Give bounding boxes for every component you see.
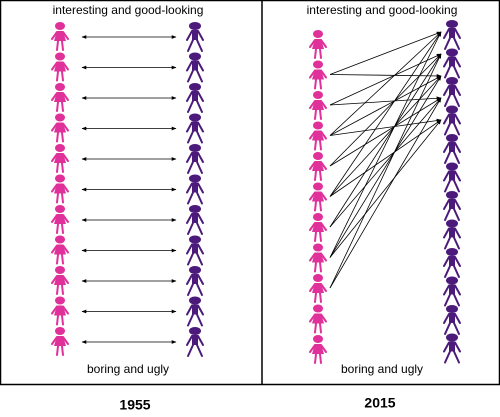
man-figure bbox=[186, 82, 204, 113]
man-figure bbox=[186, 295, 204, 327]
man-figure bbox=[186, 143, 204, 174]
woman-figure bbox=[51, 234, 69, 265]
arrow bbox=[329, 53, 442, 228]
arrow bbox=[329, 53, 442, 289]
arrow bbox=[329, 119, 442, 258]
year-label: 2015 bbox=[364, 395, 395, 411]
arrow bbox=[329, 97, 442, 167]
man-figure bbox=[443, 19, 461, 50]
man-figure bbox=[443, 332, 461, 364]
man-figure bbox=[186, 326, 204, 357]
woman-figure bbox=[309, 29, 327, 59]
woman-figure bbox=[309, 334, 327, 364]
woman-figure bbox=[309, 151, 327, 181]
man-figure bbox=[443, 47, 461, 79]
arrow bbox=[329, 31, 442, 75]
arrow bbox=[329, 53, 442, 167]
woman-figure bbox=[51, 143, 69, 173]
arrow bbox=[329, 31, 442, 197]
man-figure bbox=[186, 51, 204, 83]
woman-figure bbox=[309, 242, 327, 273]
man-figure bbox=[443, 133, 461, 164]
man-figure bbox=[443, 104, 461, 136]
top-label: interesting and good-looking bbox=[53, 3, 204, 17]
man-figure bbox=[443, 275, 461, 307]
woman-figure bbox=[51, 173, 69, 204]
woman-figure bbox=[309, 59, 327, 90]
arrow bbox=[329, 97, 442, 228]
arrow bbox=[329, 53, 442, 106]
woman-figure bbox=[51, 265, 69, 295]
arrow bbox=[329, 75, 442, 197]
arrow bbox=[329, 75, 442, 136]
man-figure bbox=[186, 112, 204, 144]
woman-figure bbox=[309, 120, 327, 151]
man-figure bbox=[443, 161, 461, 193]
man-figure bbox=[443, 190, 461, 221]
woman-figure bbox=[309, 90, 327, 120]
woman-figure bbox=[51, 82, 69, 112]
arrow bbox=[329, 31, 442, 136]
woman-figure bbox=[51, 204, 69, 234]
frame bbox=[0, 0, 500, 386]
man-figure bbox=[443, 76, 461, 107]
man-figure bbox=[186, 204, 204, 235]
arrow bbox=[329, 75, 442, 258]
woman-figure bbox=[51, 326, 69, 356]
bottom-label: boring and ugly bbox=[87, 362, 169, 376]
arrow bbox=[329, 31, 442, 258]
woman-figure bbox=[51, 112, 69, 143]
man-figure bbox=[443, 247, 461, 278]
man-figure bbox=[186, 265, 204, 296]
bottom-label: boring and ugly bbox=[341, 362, 423, 376]
woman-figure bbox=[309, 303, 327, 334]
arrow bbox=[329, 118, 442, 136]
arrow bbox=[329, 96, 442, 106]
arrow bbox=[329, 97, 442, 289]
man-figure bbox=[186, 21, 204, 52]
woman-figure bbox=[309, 273, 327, 303]
woman-figure bbox=[51, 295, 69, 326]
woman-figure bbox=[309, 212, 327, 242]
arrow bbox=[329, 74, 442, 78]
year-label: 1955 bbox=[119, 397, 150, 413]
top-label: interesting and good-looking bbox=[307, 3, 458, 17]
man-figure bbox=[186, 173, 204, 205]
man-figure bbox=[443, 304, 461, 335]
arrow bbox=[329, 119, 442, 197]
man-figure bbox=[186, 234, 204, 266]
woman-figure bbox=[51, 51, 69, 82]
woman-figure bbox=[309, 181, 327, 212]
man-figure bbox=[443, 218, 461, 250]
woman-figure bbox=[51, 21, 69, 51]
